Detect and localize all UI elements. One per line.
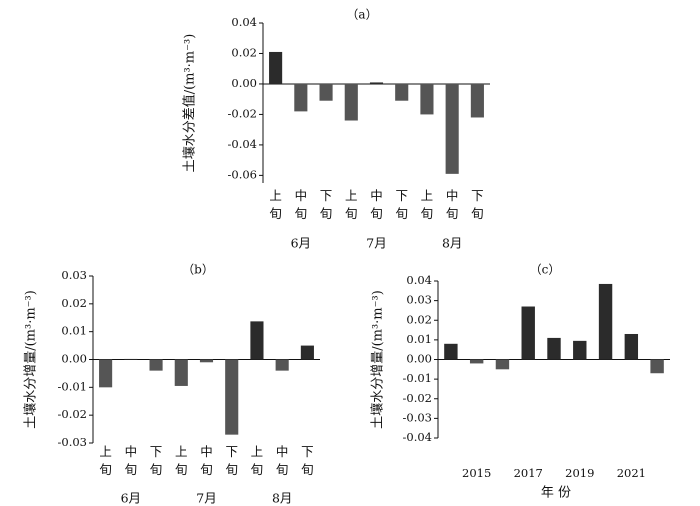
month-label-b: 8月 [272, 491, 292, 506]
bar-b-1 [124, 358, 138, 360]
category-label-a: 下旬 [395, 188, 408, 221]
category-label-a: 上旬 [421, 188, 434, 221]
bar-b-2 [149, 359, 163, 371]
month-label-b: 7月 [196, 491, 216, 506]
bar-a-5 [395, 83, 409, 101]
bar-c-4 [547, 337, 561, 360]
chart-panel-c: （c） 0.04 0.03 0.02 0.01 0.00 -0.01 -0.02 -0.03 -0… [370, 263, 670, 501]
y-axis-label-a: 土壤水分差值/(m³·m⁻³) [182, 34, 198, 173]
bar-b-3 [174, 359, 188, 386]
bar-b-5 [225, 359, 239, 435]
bar-c-0 [444, 343, 458, 360]
y-tick-label-a: 0.04 [231, 15, 257, 29]
y-tick-label-b: -0.02 [58, 407, 88, 421]
category-label-b: 上旬 [251, 444, 264, 477]
y-tick-label-c: 0.03 [406, 293, 432, 307]
category-label-a: 下旬 [320, 188, 333, 221]
y-tick-label-b: 0.03 [61, 268, 87, 282]
y-tick-label-c: 0.04 [406, 273, 432, 287]
category-label-b: 下旬 [225, 444, 238, 477]
panel-label-c: （c） [530, 263, 561, 277]
bar-a-4 [369, 82, 384, 84]
chart-panel-a: （a）0.040.020.00-0.02-0.04-0.06上旬中旬下旬上旬中旬… [182, 8, 490, 251]
month-label-a: 8月 [442, 236, 462, 251]
x-tick-label-c: 2015 [462, 466, 491, 480]
y-axis-label-c: 土壤水分增量/(m³·m⁻³) [370, 290, 386, 429]
bar-c-6 [598, 283, 613, 360]
category-label-b: 上旬 [175, 444, 188, 477]
category-label-a: 上旬 [269, 188, 282, 221]
bar-a-1 [294, 83, 308, 112]
y-axis-label-b: 土壤水分增量/(m³·m⁻³) [23, 290, 39, 429]
x-axis-label-c: 年 份 [541, 486, 571, 501]
bar-b-7 [275, 359, 289, 371]
y-tick-label-b: 0.00 [61, 352, 87, 366]
category-label-a: 下旬 [471, 188, 484, 221]
y-tick-label-c: 0.02 [406, 312, 432, 326]
month-label-b: 6月 [121, 491, 141, 506]
category-label-b: 中旬 [276, 444, 289, 477]
y-tick-label-c: -0.03 [403, 410, 433, 424]
y-tick-label-c: -0.01 [403, 371, 433, 385]
y-tick-label-b: -0.01 [58, 379, 88, 393]
category-label-a: 上旬 [345, 188, 358, 221]
bar-b-4 [199, 359, 214, 363]
bar-c-2 [495, 359, 510, 370]
bar-a-2 [319, 83, 333, 101]
bar-a-0 [269, 51, 283, 84]
bar-b-0 [99, 359, 113, 388]
y-tick-label-a: -0.04 [228, 137, 258, 151]
x-tick-label-c: 2021 [617, 466, 646, 480]
y-tick-label-c: 0.01 [406, 332, 432, 346]
bar-c-3 [521, 306, 535, 360]
category-label-a: 中旬 [446, 188, 459, 221]
bar-b-8 [300, 345, 314, 360]
y-tick-label-b: -0.03 [58, 435, 88, 449]
y-tick-label-b: 0.01 [61, 324, 87, 338]
month-label-a: 7月 [366, 236, 386, 251]
category-label-b: 中旬 [200, 444, 213, 477]
panel-label-a: （a） [346, 8, 377, 22]
x-tick-label-c: 2017 [514, 466, 543, 480]
y-tick-label-a: 0.00 [231, 76, 257, 90]
y-tick-label-a: -0.02 [228, 106, 258, 120]
y-tick-label-a: 0.02 [231, 45, 257, 59]
bar-a-8 [470, 83, 484, 118]
bar-a-3 [344, 83, 358, 121]
chart-panel-b: （b）0.030.020.010.00-0.01-0.02-0.03上旬中旬下旬… [23, 263, 320, 506]
bar-c-1 [469, 359, 484, 364]
bar-a-6 [420, 83, 434, 115]
category-label-b: 中旬 [125, 444, 138, 477]
y-tick-label-a: -0.06 [228, 167, 258, 181]
bar-c-5 [573, 340, 587, 360]
category-label-b: 下旬 [301, 444, 314, 477]
category-label-a: 中旬 [295, 188, 308, 221]
bar-a-7 [445, 83, 459, 174]
y-tick-label-c: -0.02 [403, 391, 433, 405]
month-label-a: 6月 [291, 236, 311, 251]
x-tick-label-c: 2019 [565, 466, 594, 480]
category-label-b: 上旬 [99, 444, 112, 477]
bar-c-7 [624, 333, 639, 360]
bar-c-8 [650, 359, 664, 374]
bar-b-6 [250, 321, 264, 360]
y-tick-label-c: 0.00 [406, 352, 432, 366]
y-tick-label-c: -0.04 [403, 430, 433, 444]
category-label-a: 中旬 [370, 188, 383, 221]
y-tick-label-b: 0.02 [61, 296, 87, 310]
panel-label-b: （b） [182, 263, 214, 277]
category-label-b: 下旬 [150, 444, 163, 477]
